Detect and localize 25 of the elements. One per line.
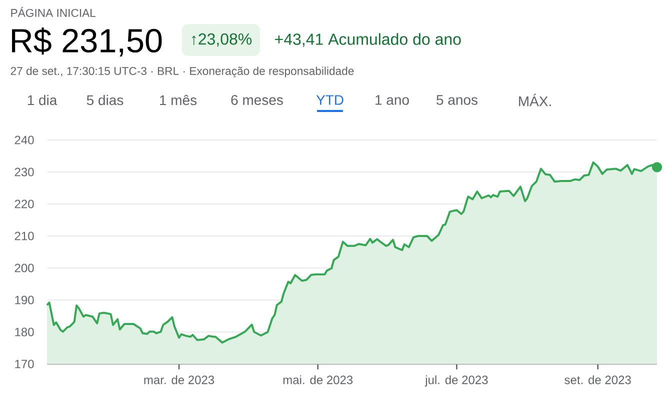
text: 1 ano (376, 95, 409, 105)
text: YTD (316, 95, 344, 105)
y-tick-label: 230 (14, 168, 34, 176)
y-tick-label: 200 (14, 264, 34, 272)
text: 5 anos (436, 95, 478, 105)
x-tick-label: mai. de 2023 (283, 375, 353, 384)
text: MÁX. (519, 94, 551, 106)
text: 6 meses (231, 95, 283, 105)
x-tick-label: mar. de 2023 (144, 375, 214, 384)
text: 5 dias (86, 94, 124, 106)
text: 1 mês (160, 94, 197, 106)
x-tick-label: set. de 2023 (564, 375, 631, 384)
text: 1 dia (28, 94, 58, 106)
y-tick-label: 210 (14, 232, 34, 240)
text: ↑23,08% (192, 33, 252, 47)
y-tick-label: 180 (15, 328, 34, 336)
y-tick-label: 220 (14, 200, 34, 208)
chart-title: R$ 231,50 (12, 28, 162, 56)
text: 27 de set., 17:30:15 UTC-3 · BRL · Exoneração de responsabilidade (10, 66, 354, 78)
text: PÁGINA INICIAL (11, 7, 96, 17)
y-tick-label: 170 (15, 360, 34, 368)
x-tick-label: jul. de 2023 (424, 375, 488, 387)
y-tick-label: 240 (14, 136, 34, 144)
y-tick-label: 190 (15, 296, 34, 304)
text: +43,41 Acumulado do ano (275, 33, 461, 47)
